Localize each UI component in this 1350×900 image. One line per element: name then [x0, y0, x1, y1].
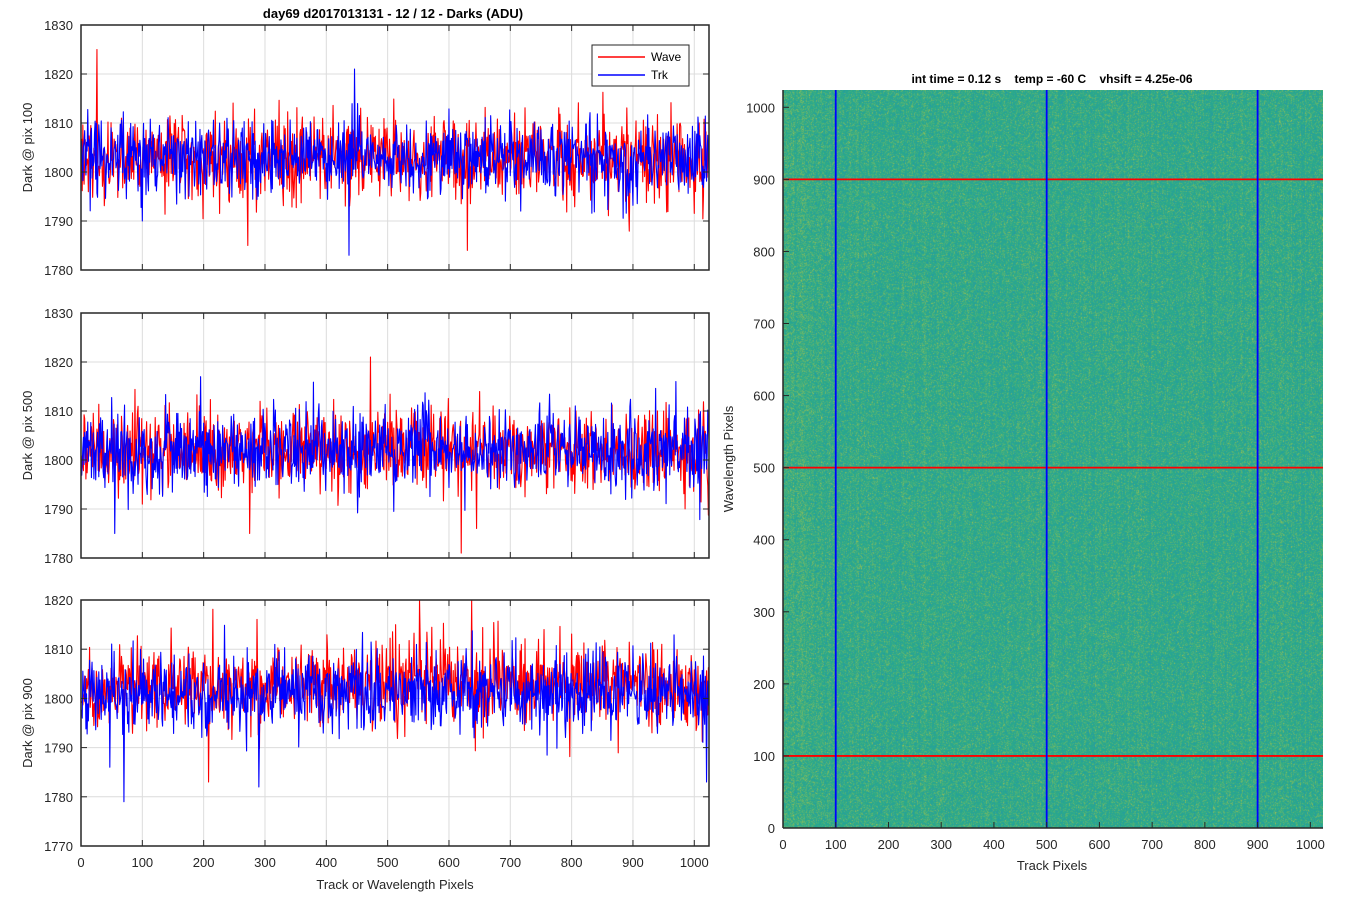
- x-tick-label: 0: [77, 855, 84, 870]
- series-line-wave: [81, 599, 710, 783]
- heatmap-x-tick-label: 400: [983, 837, 1005, 852]
- heatmap-y-tick-label: 100: [753, 749, 775, 764]
- y-tick-label: 1800: [44, 691, 73, 706]
- y-tick-label: 1820: [44, 67, 73, 82]
- heatmap-x-tick-label: 600: [1089, 837, 1111, 852]
- heatmap-x-tick-label: 100: [825, 837, 847, 852]
- y-tick-label: 1820: [44, 355, 73, 370]
- heatmap-y-tick-label: 900: [753, 172, 775, 187]
- x-tick-label: 400: [315, 855, 337, 870]
- y-tick-label: 1790: [44, 502, 73, 517]
- heatmap-y-tick-label: 300: [753, 605, 775, 620]
- heatmap-x-tick-label: 800: [1194, 837, 1216, 852]
- y-tick-label: 1830: [44, 306, 73, 321]
- legend-wave-label: Wave: [651, 50, 682, 64]
- heatmap-x-tick-label: 300: [930, 837, 952, 852]
- x-tick-label: 800: [561, 855, 583, 870]
- series-line-trk: [81, 624, 710, 803]
- axes-frame: [80, 312, 710, 559]
- xlabel-bottom: Track or Wavelength Pixels: [316, 877, 474, 892]
- heatmap-x-tick-label: 200: [878, 837, 900, 852]
- y-tick-label: 1810: [44, 116, 73, 131]
- legend-trk-label: Trk: [651, 68, 669, 82]
- series-line-trk: [81, 68, 710, 256]
- heatmap-image: [783, 90, 1323, 828]
- x-tick-label: 600: [438, 855, 460, 870]
- heatmap-y-tick-label: 700: [753, 317, 775, 332]
- heatmap-x-tick-label: 1000: [1296, 837, 1325, 852]
- y-tick-label: 1790: [44, 214, 73, 229]
- heatmap-x-tick-label: 500: [1036, 837, 1058, 852]
- heatmap-x-tick-label: 900: [1247, 837, 1269, 852]
- y-tick-label: 1810: [44, 642, 73, 657]
- heatmap-y-tick-label: 800: [753, 244, 775, 259]
- heatmap-y-tick-label: 1000: [746, 100, 775, 115]
- axes-frame: [80, 24, 710, 271]
- y-tick-label: 1780: [44, 551, 73, 566]
- line-plot-pix900: Track or Wavelength Pixels 1770 1780 1790 1…: [20, 593, 710, 892]
- heatmap-y-tick-label: 600: [753, 389, 775, 404]
- y-tick-label: 1770: [44, 839, 73, 854]
- y-tick-label: 1830: [44, 18, 73, 33]
- heatmap-plot: 0 100 200 300 400 500 600 700 800 900 1000 0 100 200 3…: [721, 72, 1325, 873]
- x-tick-label: 300: [254, 855, 276, 870]
- heatmap-ylabel: Wavelength Pixels: [721, 405, 736, 512]
- x-tick-label: 1000: [680, 855, 709, 870]
- heatmap-x-tick-label: 0: [779, 837, 786, 852]
- heatmap-title: int time = 0.12 s temp = -60 C vhsift = …: [911, 72, 1192, 86]
- x-tick-label: 500: [377, 855, 399, 870]
- y-tick-label: 1810: [44, 404, 73, 419]
- x-tick-label: 100: [131, 855, 153, 870]
- y-tick-label: 1790: [44, 741, 73, 756]
- heatmap-xlabel: Track Pixels: [1017, 858, 1088, 873]
- ylabel-pix100: Dark @ pix 100: [20, 103, 35, 193]
- legend-box: [591, 44, 690, 87]
- legend: Wave Trk: [591, 44, 690, 87]
- y-tick-label: 1800: [44, 453, 73, 468]
- ylabel-pix900: Dark @ pix 900: [20, 678, 35, 768]
- figure-title: day69 d2017013131 - 12 / 12 - Darks (ADU…: [263, 6, 523, 21]
- heatmap-y-tick-label: 500: [753, 461, 775, 476]
- x-tick-label: 900: [622, 855, 644, 870]
- heatmap-x-tick-label: 700: [1141, 837, 1163, 852]
- y-tick-label: 1780: [44, 263, 73, 278]
- y-tick-label: 1780: [44, 790, 73, 805]
- heatmap-y-tick-label: 0: [768, 821, 775, 836]
- y-tick-label: 1800: [44, 165, 73, 180]
- heatmap-y-tick-label: 400: [753, 533, 775, 548]
- x-tick-label: 700: [499, 855, 521, 870]
- y-tick-label: 1820: [44, 593, 73, 608]
- x-tick-label: 200: [193, 855, 215, 870]
- heatmap-y-tick-label: 200: [753, 677, 775, 692]
- ylabel-pix500: Dark @ pix 500: [20, 391, 35, 481]
- series-line-trk: [81, 376, 710, 535]
- axes-frame: [80, 599, 710, 847]
- line-plot-pix500: 1780 1790 1800 1810 1820 1830 Dark @ pix 500: [20, 306, 710, 566]
